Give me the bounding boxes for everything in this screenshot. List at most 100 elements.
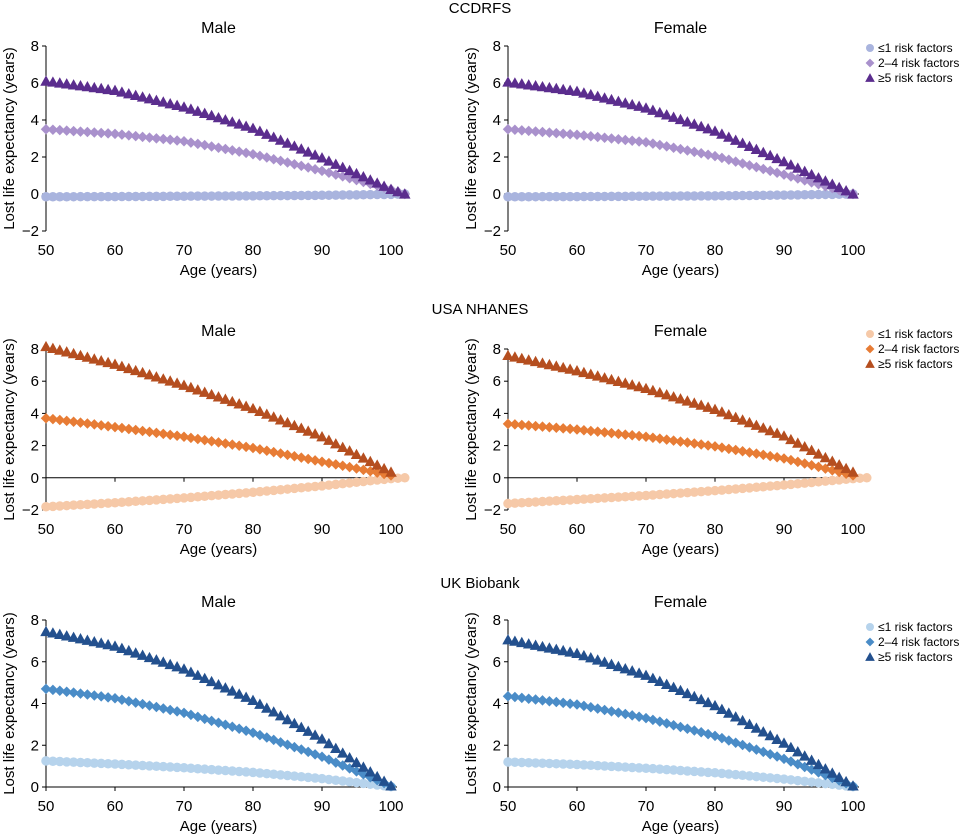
legend-marker [866, 623, 874, 631]
data-point [331, 190, 341, 200]
data-point [598, 92, 611, 103]
data-point [564, 128, 576, 140]
y-axis-label: Lost life expectancy (years) [463, 612, 480, 795]
data-point [847, 780, 859, 791]
data-point [626, 135, 638, 146]
data-point [295, 143, 308, 154]
data-point [351, 777, 362, 788]
data-point [226, 395, 239, 407]
data-point [648, 490, 658, 500]
data-point [536, 357, 549, 368]
data-point [165, 762, 175, 772]
data-point [262, 768, 272, 779]
data-point [364, 455, 377, 467]
data-point [95, 637, 107, 648]
data-point [730, 769, 741, 780]
data-point [371, 770, 383, 782]
data-point [268, 485, 279, 496]
x-tick-label: 60 [569, 242, 586, 259]
data-point [89, 499, 100, 509]
data-point [661, 434, 672, 445]
data-point [303, 190, 313, 201]
data-point [764, 450, 776, 462]
data-point [275, 770, 286, 780]
data-point [620, 134, 631, 146]
data-point [124, 191, 134, 202]
x-tick-label: 100 [840, 798, 865, 815]
data-point [82, 689, 93, 700]
data-point [764, 424, 776, 436]
data-point [633, 711, 645, 723]
data-point [793, 479, 803, 489]
data-point [47, 413, 59, 425]
data-point [820, 189, 831, 200]
data-point [151, 191, 162, 202]
data-point [826, 178, 839, 189]
data-point [123, 695, 135, 707]
data-point [572, 191, 582, 202]
data-point [212, 111, 225, 123]
data-point [358, 476, 369, 487]
data-point [558, 191, 568, 202]
data-point [523, 191, 534, 202]
x-tick-label: 50 [38, 242, 55, 259]
data-point [282, 449, 293, 461]
data-point [779, 774, 789, 784]
data-point [819, 763, 832, 774]
data-point [158, 494, 169, 505]
data-point [674, 684, 687, 696]
data-point [54, 77, 66, 88]
data-point [303, 482, 313, 492]
data-point [612, 95, 625, 106]
data-point [557, 423, 569, 434]
data-point [68, 757, 79, 767]
data-point [89, 127, 100, 138]
series-circle [503, 189, 858, 202]
data-point [124, 497, 134, 507]
data-point [158, 761, 169, 772]
data-point [648, 763, 658, 774]
data-point [74, 80, 87, 91]
legend-marker [865, 73, 875, 82]
data-point [219, 114, 232, 125]
data-point [164, 429, 176, 441]
data-point [724, 190, 734, 201]
data-point [185, 666, 197, 677]
data-point [82, 758, 93, 768]
data-point [833, 459, 845, 470]
data-point [248, 487, 258, 498]
data-point [254, 125, 266, 136]
data-point [757, 726, 770, 737]
data-point [55, 756, 65, 767]
data-point [751, 482, 762, 493]
data-point [799, 190, 810, 200]
data-point [640, 669, 652, 680]
data-point [130, 760, 141, 770]
data-point [675, 143, 686, 155]
data-point [137, 191, 148, 202]
data-point [813, 189, 824, 200]
data-point [75, 500, 86, 510]
y-tick-label: 0 [31, 779, 39, 796]
data-point [599, 427, 610, 438]
data-point [606, 761, 617, 772]
data-point [502, 349, 514, 361]
data-point [171, 99, 183, 110]
data-point [502, 418, 514, 430]
data-point [647, 384, 659, 396]
data-point [365, 189, 376, 200]
data-point [172, 493, 182, 504]
data-point [261, 408, 273, 419]
data-point [317, 773, 327, 784]
data-point [585, 425, 597, 437]
data-point [648, 191, 658, 201]
y-tick-label: 0 [31, 186, 39, 203]
panel-title: Male [201, 594, 236, 611]
chart-panel: Male −2 0 2 4 6 8 50 60 70 80 90 100 Age (years) Lost … [1, 323, 410, 558]
data-point [82, 499, 93, 510]
data-point [164, 97, 176, 109]
data-point [717, 485, 727, 495]
data-point [343, 164, 356, 176]
x-tick-label: 50 [500, 242, 517, 259]
